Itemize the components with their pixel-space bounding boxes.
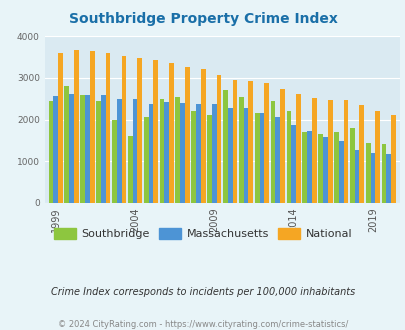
Bar — [200, 69, 205, 203]
Bar — [143, 117, 148, 203]
Bar — [211, 104, 216, 203]
Bar — [58, 53, 63, 203]
Bar — [96, 101, 101, 203]
Bar — [390, 115, 395, 203]
Bar — [207, 115, 211, 203]
Bar — [232, 80, 237, 203]
Bar — [254, 114, 259, 203]
Bar — [306, 131, 311, 203]
Bar — [64, 86, 69, 203]
Bar — [159, 99, 164, 203]
Bar — [279, 89, 284, 203]
Bar — [322, 137, 327, 203]
Bar — [53, 96, 58, 203]
Bar — [327, 100, 332, 203]
Bar — [365, 143, 370, 203]
Bar — [270, 101, 275, 203]
Bar — [85, 95, 90, 203]
Bar — [349, 128, 354, 203]
Bar — [259, 113, 264, 203]
Bar — [112, 120, 117, 203]
Bar — [117, 99, 121, 203]
Bar — [248, 81, 253, 203]
Bar — [69, 94, 74, 203]
Bar — [370, 153, 374, 203]
Bar — [132, 99, 137, 203]
Bar — [49, 101, 53, 203]
Bar — [358, 105, 363, 203]
Bar — [381, 144, 386, 203]
Text: Crime Index corresponds to incidents per 100,000 inhabitants: Crime Index corresponds to incidents per… — [51, 287, 354, 297]
Bar — [222, 90, 227, 203]
Bar — [264, 82, 269, 203]
Bar — [286, 111, 290, 203]
Bar — [338, 141, 343, 203]
Bar — [333, 132, 338, 203]
Bar — [216, 76, 221, 203]
Bar — [164, 102, 169, 203]
Bar — [148, 104, 153, 203]
Bar — [128, 136, 132, 203]
Bar — [90, 51, 94, 203]
Bar — [290, 125, 295, 203]
Bar — [354, 149, 358, 203]
Bar — [74, 50, 79, 203]
Bar — [275, 117, 279, 203]
Bar — [386, 154, 390, 203]
Bar — [243, 108, 248, 203]
Bar — [227, 108, 232, 203]
Bar — [302, 132, 306, 203]
Legend: Southbridge, Massachusetts, National: Southbridge, Massachusetts, National — [49, 224, 356, 244]
Bar — [121, 56, 126, 203]
Bar — [318, 134, 322, 203]
Bar — [239, 97, 243, 203]
Bar — [105, 52, 110, 203]
Bar — [80, 95, 85, 203]
Bar — [295, 94, 300, 203]
Text: Southbridge Property Crime Index: Southbridge Property Crime Index — [68, 12, 337, 25]
Bar — [169, 63, 173, 203]
Bar — [311, 98, 316, 203]
Bar — [191, 111, 196, 203]
Bar — [343, 100, 347, 203]
Bar — [137, 58, 142, 203]
Bar — [374, 111, 379, 203]
Bar — [175, 97, 180, 203]
Bar — [101, 95, 105, 203]
Bar — [153, 60, 158, 203]
Bar — [196, 104, 200, 203]
Bar — [185, 67, 189, 203]
Text: © 2024 CityRating.com - https://www.cityrating.com/crime-statistics/: © 2024 CityRating.com - https://www.city… — [58, 320, 347, 329]
Bar — [180, 103, 185, 203]
